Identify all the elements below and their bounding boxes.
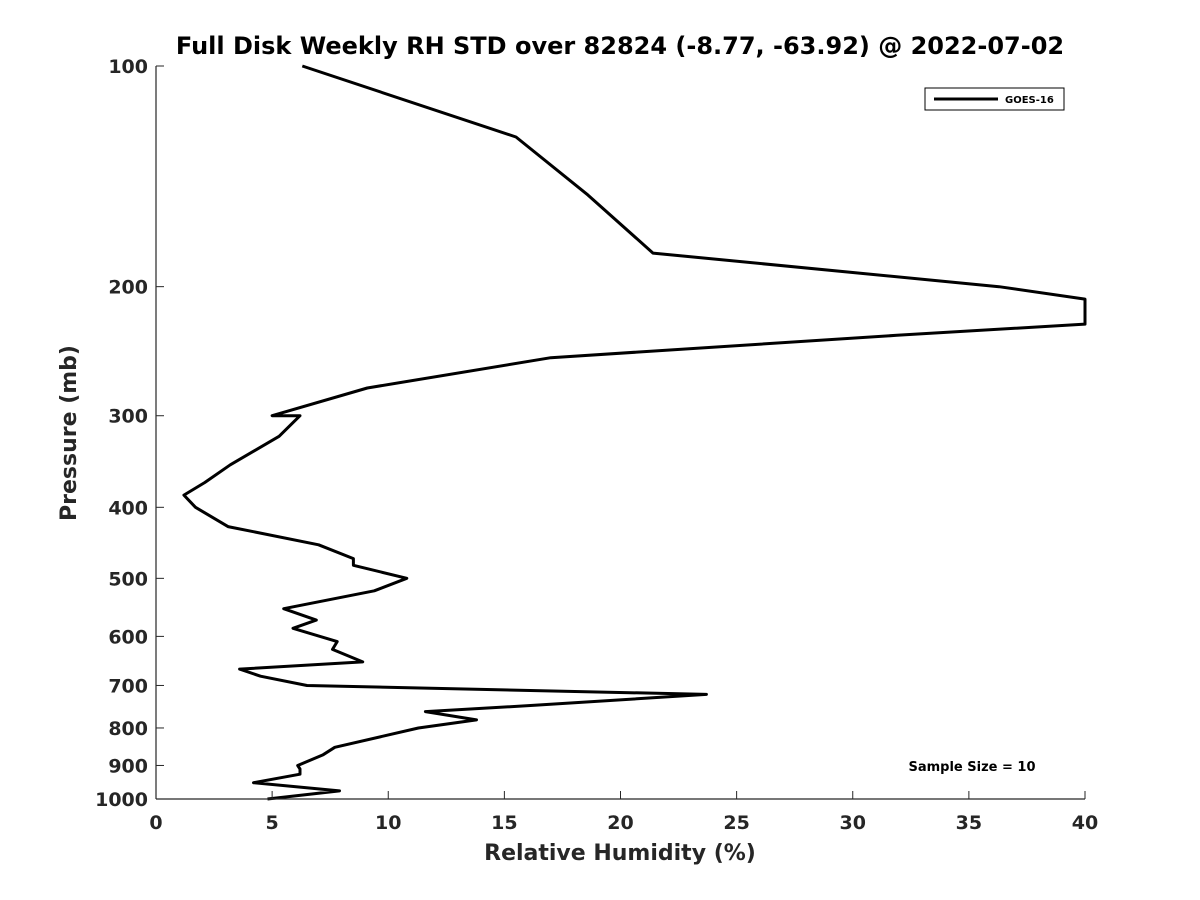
y-tick-label: 200 (108, 277, 148, 299)
x-tick-label: 25 (723, 812, 749, 834)
y-axis-label: Pressure (mb) (57, 345, 82, 521)
x-tick-label: 20 (607, 812, 633, 834)
x-tick-label: 10 (375, 812, 401, 834)
y-tick-label: 400 (108, 497, 148, 519)
y-tick-label: 1000 (95, 789, 148, 811)
x-tick-label: 30 (840, 812, 866, 834)
y-tick-label: 800 (108, 718, 148, 740)
sample-size-annotation: Sample Size = 10 (908, 760, 1035, 775)
series-line-goes-16 (182, 64, 1087, 801)
y-tick-label: 900 (108, 755, 148, 777)
plot-area (156, 64, 1087, 801)
y-tick-label: 600 (108, 626, 148, 648)
chart-title: Full Disk Weekly RH STD over 82824 (-8.7… (176, 32, 1064, 60)
y-tick-label: 700 (108, 675, 148, 697)
y-ticks: 100 200 300 400 500 600 700 800 900 1000 (95, 56, 164, 811)
legend: GOES-16 (924, 87, 1065, 111)
y-tick-label: 100 (108, 56, 148, 78)
x-axis-label: Relative Humidity (%) (484, 841, 756, 866)
legend-entry-goes-16: GOES-16 (1005, 95, 1054, 106)
x-ticks: 0 5 10 15 20 25 30 35 40 (149, 791, 1098, 834)
x-tick-label: 40 (1072, 812, 1098, 834)
x-tick-label: 0 (149, 812, 162, 834)
y-tick-label: 300 (108, 406, 148, 428)
x-tick-label: 15 (491, 812, 517, 834)
axes-layer: 0 5 10 15 20 25 30 35 40 100 200 300 400 500 600 700 80… (95, 56, 1098, 834)
x-tick-label: 35 (956, 812, 982, 834)
x-tick-label: 5 (266, 812, 279, 834)
series-layer (182, 64, 1087, 801)
plot-frame-bg (156, 66, 1085, 799)
y-tick-label: 500 (108, 568, 148, 590)
